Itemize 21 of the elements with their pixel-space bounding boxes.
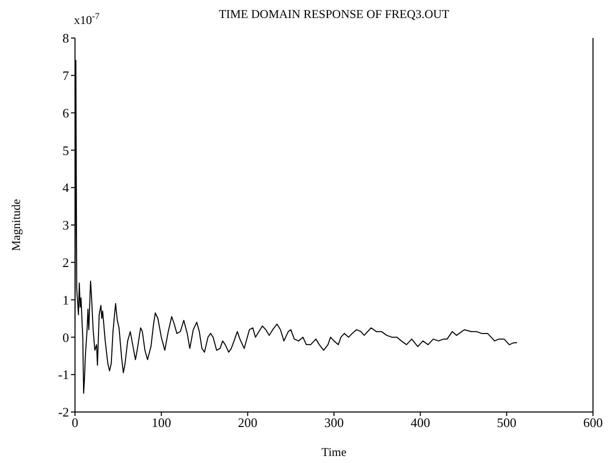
- y-tick-label: 3: [62, 218, 69, 233]
- y-tick-label: 0: [62, 330, 69, 345]
- x-axis-title: Time: [322, 445, 346, 459]
- text: x10$^{-7}$: [74, 11, 100, 27]
- y-tick-label: 8: [62, 30, 69, 46]
- y-tick-label: 7: [62, 68, 70, 84]
- x-tick-label: 100: [152, 415, 172, 430]
- y-tick-label: -1: [58, 367, 69, 382]
- x-tick-label: 300: [324, 415, 344, 430]
- y-tick-label: 6: [62, 105, 70, 120]
- x-tick-label: 500: [496, 415, 516, 430]
- x-tick-label: 200: [238, 415, 258, 430]
- y-axis-title: Magnitude: [9, 199, 23, 251]
- x-tick-label: 400: [410, 415, 430, 430]
- y-tick-label: 1: [62, 292, 69, 308]
- y-tick-label: 5: [62, 142, 69, 158]
- y-tick-label: 4: [62, 180, 70, 196]
- y-tick-label: 2: [62, 255, 69, 270]
- x-tick-label: 600: [583, 415, 603, 430]
- chart-title: TIME DOMAIN RESPONSE OF FREQ3.OUT: [218, 7, 450, 21]
- y-tick-label: -2: [58, 404, 69, 420]
